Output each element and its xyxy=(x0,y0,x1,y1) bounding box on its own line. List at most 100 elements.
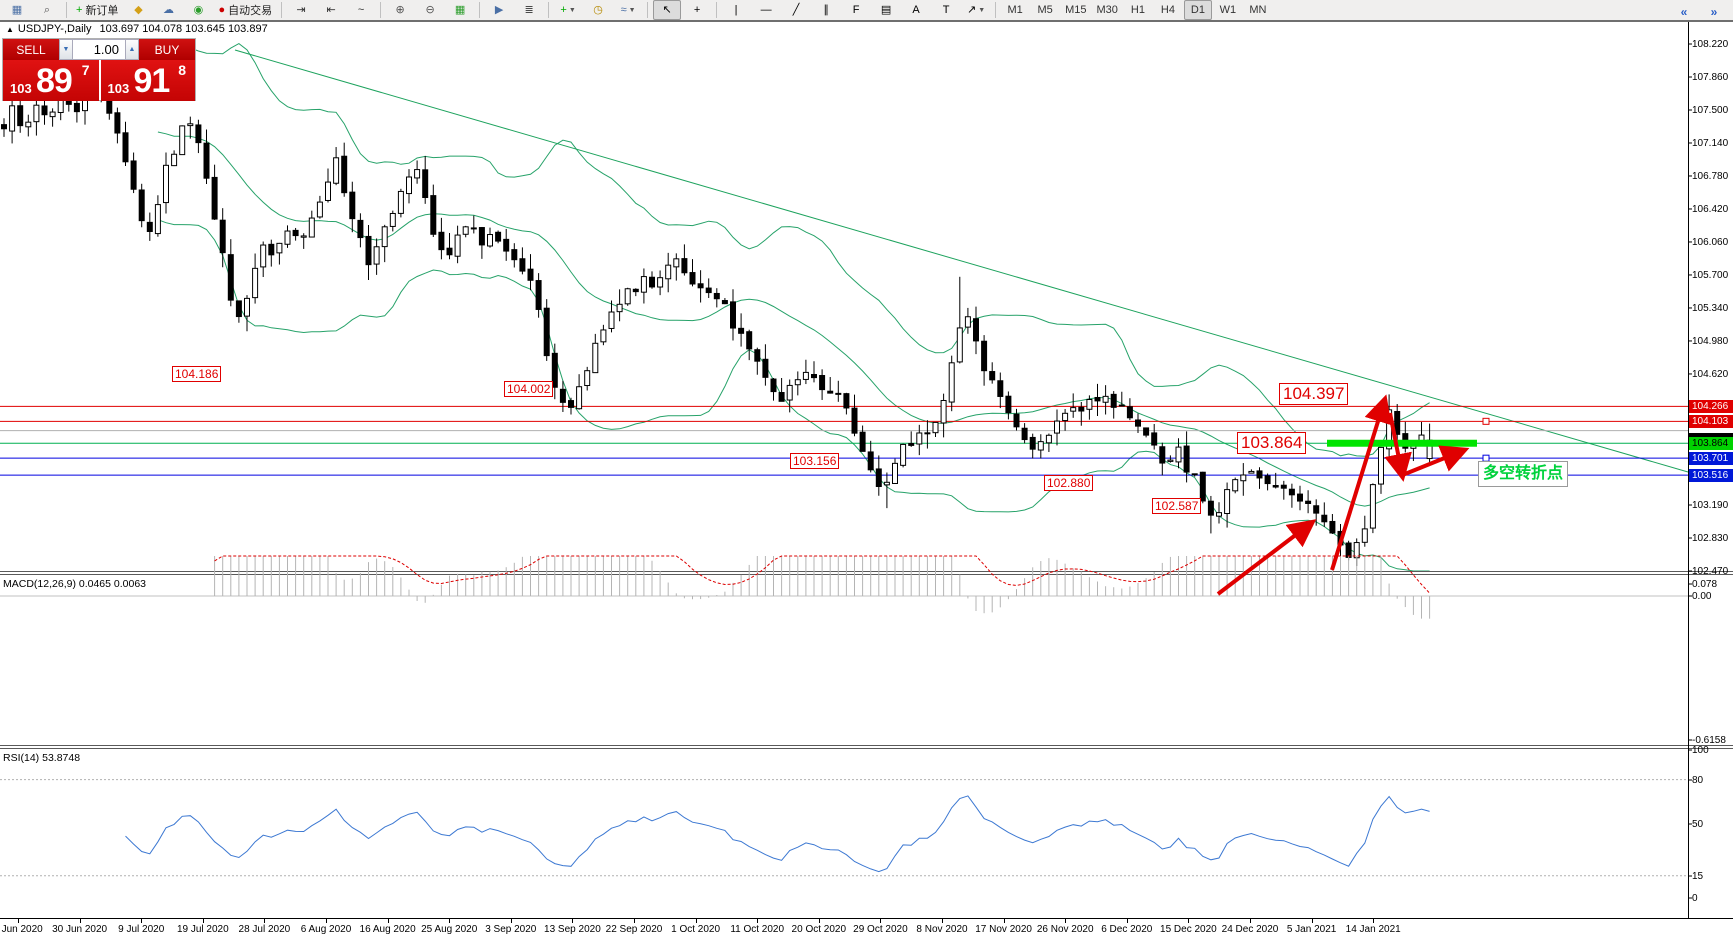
candle-body xyxy=(1126,406,1133,419)
date-axis-tick xyxy=(1311,919,1313,923)
volume-up-stepper[interactable]: ▲ xyxy=(125,39,139,60)
trend-arrow[interactable] xyxy=(1384,412,1412,482)
sell-button[interactable]: SELL xyxy=(3,39,59,60)
price-annotation[interactable]: 103.156 xyxy=(790,453,840,469)
chart-shift-icon[interactable]: ⇥ xyxy=(287,0,315,20)
sell-price-button[interactable]: 103 89 7 xyxy=(3,60,99,101)
grid-button[interactable]: ▤ xyxy=(872,0,900,20)
community-icon[interactable]: ☁ xyxy=(154,0,182,20)
vertical-line-button[interactable]: | xyxy=(722,0,750,20)
candle-body xyxy=(835,392,842,395)
volume-input[interactable] xyxy=(73,39,125,60)
candle-body xyxy=(730,301,736,329)
cursor-glyph: ↖ xyxy=(662,3,672,16)
horizontal-line-button[interactable]: — xyxy=(752,0,780,20)
shapes-button[interactable]: ↗ ▼ xyxy=(962,0,990,20)
templates-icon[interactable]: ≈ ▼ xyxy=(614,0,642,20)
price-annotation[interactable]: 102.587 xyxy=(1152,498,1202,514)
autotrading-button[interactable]: ● 自动交易 xyxy=(214,0,276,20)
date-axis-label: 29 Oct 2020 xyxy=(853,924,908,935)
buy-price-button[interactable]: 103 91 8 xyxy=(100,60,195,101)
trendline-glyph: ╱ xyxy=(792,3,800,16)
date-axis-tick xyxy=(1003,919,1005,923)
candle-body xyxy=(1159,446,1166,464)
auto-scroll-icon[interactable]: ⇤ xyxy=(317,0,345,20)
add-indicator-button[interactable]: + ▼ xyxy=(554,0,582,20)
tile-windows-icon[interactable]: ▦ xyxy=(446,0,474,20)
price-annotation[interactable]: 103.864 xyxy=(1237,432,1307,454)
chart-profile-icon[interactable]: ~ xyxy=(347,0,375,20)
history-center-icon[interactable]: ◆ xyxy=(124,0,152,20)
signals-icon[interactable]: ◉ xyxy=(184,0,212,20)
cursor-button[interactable]: ↖ xyxy=(653,0,682,20)
candle-body xyxy=(454,234,461,257)
candle-body xyxy=(568,400,574,408)
timeframe-button-m30[interactable]: M30 xyxy=(1096,4,1118,16)
trend-arrow[interactable] xyxy=(1330,394,1392,571)
toolbar-overflow-right-icon[interactable]: » xyxy=(1710,5,1718,19)
candle-body xyxy=(268,243,275,256)
zoom-out-icon[interactable]: ⊖ xyxy=(416,0,444,20)
zoom-in-icon[interactable]: ⊕ xyxy=(386,0,414,20)
collapse-one-click-icon[interactable]: ▲ xyxy=(6,24,14,34)
buy-button[interactable]: BUY xyxy=(139,39,195,60)
text-glyph: A xyxy=(912,3,920,16)
new-order-button[interactable]: + 新订单 xyxy=(72,0,122,20)
crosshair-button[interactable]: + xyxy=(683,0,711,20)
trendline-button[interactable]: ╱ xyxy=(782,0,810,20)
fibonacci-button[interactable]: F xyxy=(842,0,870,20)
candle-body xyxy=(1240,474,1247,482)
candle-body xyxy=(487,234,493,247)
candle-body xyxy=(1264,475,1271,485)
candle-body xyxy=(1280,484,1287,489)
candle-body xyxy=(308,217,315,238)
candle-body xyxy=(827,390,834,394)
timeframe-button-m5[interactable]: M5 xyxy=(1037,4,1053,16)
time-icon[interactable]: ◷ xyxy=(584,0,612,20)
date-axis-tick xyxy=(757,919,759,923)
candle-body xyxy=(406,176,412,195)
timeframe-button-m15[interactable]: M15 xyxy=(1065,4,1087,16)
price-axis-label: 107.140 xyxy=(1692,137,1729,149)
toolbar-overflow-left-icon[interactable]: « xyxy=(1680,5,1688,19)
sell-price-prefix: 103 xyxy=(10,81,32,96)
timeframe-button-w1[interactable]: W1 xyxy=(1219,4,1237,16)
chart-canvas[interactable]: ▲ USDJPY-,Daily 103.697 104.078 103.645 … xyxy=(0,22,1733,939)
chart-svg[interactable] xyxy=(0,22,1733,919)
trend-arrow[interactable] xyxy=(1216,519,1317,596)
text-button[interactable]: A xyxy=(902,0,930,20)
candle-body xyxy=(705,287,712,294)
price-annotation[interactable]: 104.397 xyxy=(1279,383,1349,405)
channel-button[interactable]: ∥ xyxy=(812,0,840,20)
timeframe-button-m1[interactable]: M1 xyxy=(1007,4,1023,16)
candle-body xyxy=(754,349,761,362)
candle-body xyxy=(154,204,161,235)
volume-down-stepper[interactable]: ▼ xyxy=(59,39,73,60)
timeframe-button-d1[interactable]: D1 xyxy=(1183,0,1212,20)
rsi-indicator-label: RSI(14) 53.8748 xyxy=(3,752,81,764)
price-annotation[interactable]: 104.002 xyxy=(504,381,554,397)
turning-point-note[interactable]: 多空转折点 xyxy=(1478,461,1569,487)
bollinger-upper-band xyxy=(157,43,1430,457)
price-annotation[interactable]: 104.186 xyxy=(172,366,222,382)
candle-body xyxy=(1029,436,1036,450)
timeframe-button-h4[interactable]: H4 xyxy=(1160,4,1175,16)
candle-body xyxy=(527,268,534,281)
chart-header: ▲ USDJPY-,Daily 103.697 104.078 103.645 … xyxy=(6,23,268,35)
macd-axis-label: 0.078 xyxy=(1692,579,1718,590)
timeframe-button-h1[interactable]: H1 xyxy=(1130,4,1145,16)
trend-arrow[interactable] xyxy=(1399,445,1470,478)
date-axis-label: 5 Jan 2021 xyxy=(1286,924,1337,935)
price-annotation[interactable]: 102.880 xyxy=(1044,475,1094,491)
depth-of-market-icon[interactable]: ≣ xyxy=(515,0,543,20)
candle-body xyxy=(130,160,137,190)
data-window-icon[interactable]: ⌕ xyxy=(33,0,61,20)
candle-body xyxy=(600,329,607,343)
strategy-tester-icon[interactable]: ▶ xyxy=(485,0,513,20)
candle-body xyxy=(916,432,923,445)
tile-windows-icon-glyph: ▦ xyxy=(454,3,466,16)
chart-window-icon[interactable]: ▦ xyxy=(3,0,31,20)
line-handle[interactable] xyxy=(1482,417,1490,425)
label-button[interactable]: T xyxy=(932,0,960,20)
timeframe-button-mn[interactable]: MN xyxy=(1249,4,1267,16)
